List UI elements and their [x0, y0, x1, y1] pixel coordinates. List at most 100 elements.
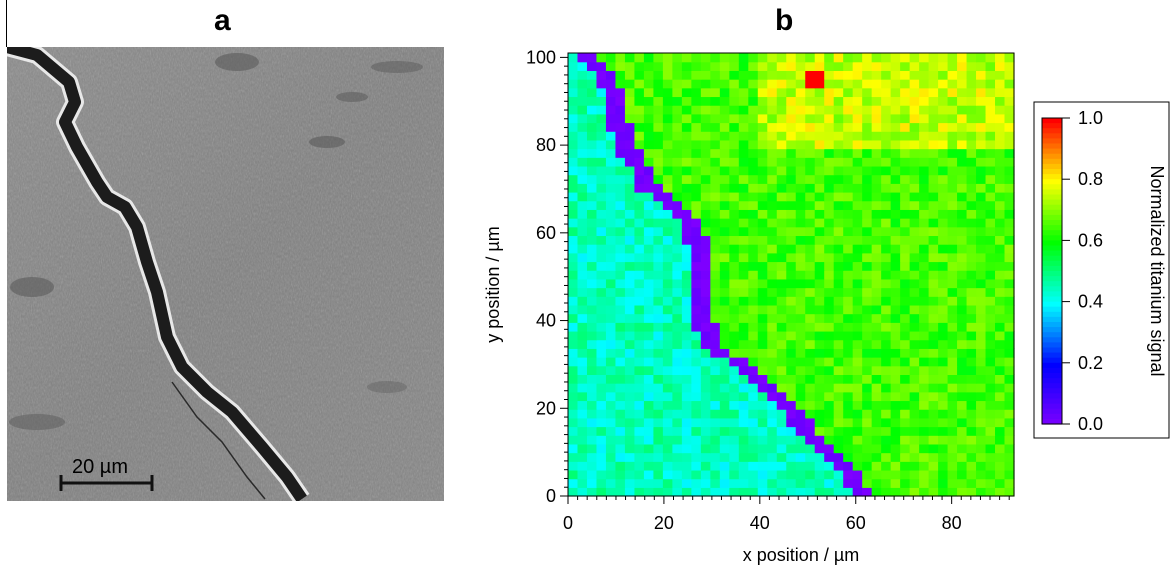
heatmap-cell: [900, 452, 911, 462]
heatmap-cell: [805, 365, 816, 375]
heatmap-cell: [776, 330, 787, 341]
heatmap-cell: [862, 200, 873, 210]
heatmap-cell: [710, 417, 721, 428]
heatmap-cell: [824, 174, 835, 184]
heatmap-cell: [596, 391, 607, 402]
heatmap-cell: [672, 87, 683, 98]
heatmap-cell: [568, 461, 579, 471]
heatmap-cell: [729, 313, 740, 323]
heatmap-cell: [957, 426, 968, 436]
heatmap-cell: [767, 365, 778, 375]
heatmap-cell: [605, 148, 617, 158]
heatmap-cell: [909, 409, 920, 419]
heatmap-cell: [985, 53, 996, 63]
heatmap-cell: [919, 313, 930, 323]
heatmap-cell: [814, 478, 825, 488]
heatmap-cell: [624, 296, 636, 306]
heatmap-cell: [938, 339, 949, 349]
heatmap-cell: [1004, 391, 1015, 402]
heatmap-cell: [871, 287, 882, 297]
heatmap-cell: [833, 174, 844, 184]
y-tick-label: 80: [536, 135, 556, 155]
heatmap-cell: [928, 417, 939, 428]
heatmap-cell: [615, 70, 626, 80]
heatmap-cell: [938, 244, 949, 254]
heatmap-cell: [928, 61, 939, 71]
heatmap-cell: [786, 339, 797, 349]
heatmap-cell: [643, 357, 654, 367]
heatmap-cell: [843, 296, 854, 306]
heatmap-cell: [710, 287, 721, 297]
heatmap-cell: [871, 409, 882, 419]
heatmap-cell: [947, 70, 958, 80]
heatmap-cell: [643, 70, 654, 80]
heatmap-cell: [805, 426, 816, 436]
heatmap-cell: [786, 296, 797, 306]
heatmap-cell: [681, 270, 692, 280]
heatmap-cell: [890, 218, 901, 228]
heatmap-cell: [672, 191, 683, 202]
heatmap-cell: [881, 330, 892, 341]
heatmap-cell: [995, 287, 1006, 297]
heatmap-cell: [862, 122, 873, 132]
heatmap-cell: [928, 79, 939, 89]
heatmap-cell: [691, 426, 702, 436]
heatmap-cell: [643, 113, 654, 124]
heatmap-cell: [928, 374, 939, 384]
heatmap-cell: [862, 357, 873, 367]
heatmap-cell: [672, 435, 683, 445]
heatmap-cell: [938, 426, 949, 436]
heatmap-cell: [1004, 435, 1015, 445]
heatmap-cell: [900, 122, 911, 132]
heatmap-cell: [691, 400, 702, 410]
heatmap-cell: [995, 478, 1006, 488]
heatmap-cell: [672, 218, 683, 228]
heatmap-cell: [786, 304, 797, 315]
heatmap-cell: [653, 469, 664, 480]
heatmap-cell: [672, 339, 683, 349]
heatmap-cell: [1004, 53, 1015, 63]
heatmap-cell: [596, 87, 607, 98]
heatmap-cell: [700, 244, 711, 254]
heatmap-cell: [786, 209, 797, 219]
heatmap-cell: [786, 478, 797, 488]
heatmap-cell: [757, 122, 768, 132]
heatmap-cell: [615, 287, 626, 297]
heatmap-cell: [985, 244, 996, 254]
heatmap-cell: [795, 461, 806, 471]
heatmap-cell: [605, 391, 617, 402]
heatmap-cell: [776, 105, 787, 115]
heatmap-cell: [814, 122, 825, 132]
heatmap-cell: [843, 226, 854, 237]
heatmap-cell: [814, 87, 825, 98]
heatmap-cell: [928, 191, 939, 202]
heatmap-cell: [691, 391, 702, 402]
heatmap-cell: [909, 252, 920, 263]
heatmap-cell: [767, 252, 778, 263]
heatmap-cell: [738, 417, 749, 428]
heatmap-cell: [890, 391, 901, 402]
heatmap-cell: [634, 261, 645, 271]
heatmap-cell: [900, 61, 911, 71]
heatmap-cell: [985, 96, 996, 106]
heatmap-cell: [928, 244, 939, 254]
heatmap-cell: [710, 200, 721, 210]
heatmap-cell: [909, 304, 920, 315]
heatmap-cell: [577, 148, 588, 158]
heatmap-cell: [843, 313, 854, 323]
heatmap-cell: [814, 287, 825, 297]
heatmap-cell: [805, 235, 816, 245]
heatmap-cell: [681, 391, 692, 402]
heatmap-cell: [995, 235, 1006, 245]
heatmap-cell: [729, 113, 740, 124]
y-tick-label: 100: [526, 47, 556, 67]
heatmap-cell: [700, 148, 711, 158]
heatmap-cell: [862, 87, 873, 98]
heatmap-cell: [672, 183, 683, 193]
heatmap-cell: [805, 113, 816, 124]
heatmap-cell: [957, 191, 968, 202]
heatmap-cell: [729, 330, 740, 341]
heatmap-cell: [919, 383, 930, 393]
heatmap-cell: [729, 226, 740, 237]
heatmap-cell: [681, 79, 692, 89]
